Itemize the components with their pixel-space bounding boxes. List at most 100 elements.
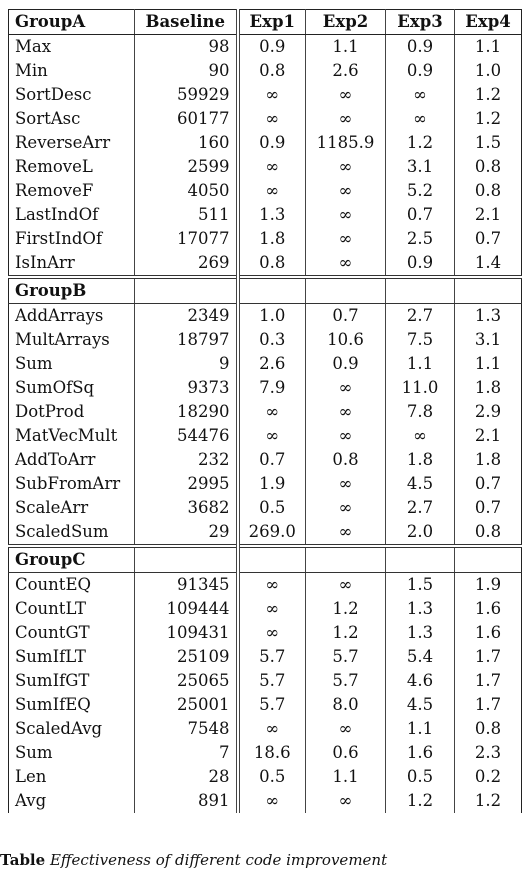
table-row: SumOfSq 9373 7.9 ∞ 11.0 1.8	[8, 376, 522, 400]
group-name: GroupB	[8, 275, 135, 304]
exp1-cell: 5.7	[237, 645, 306, 669]
exp1-cell: 1.8	[237, 227, 306, 251]
exp4-cell: 0.8	[474, 181, 502, 200]
baseline-cell: 9	[134, 352, 240, 376]
function-name-cell: AddToArr	[8, 448, 135, 472]
caption-label: Table	[0, 851, 46, 869]
exp4-cell: 0.7	[474, 229, 502, 248]
exp1-cell: 0.8	[237, 251, 306, 277]
exp4-cell: 1.7	[474, 671, 502, 690]
results-table: GroupA Baseline Exp1 Exp2 Exp3 Exp4 Max 9…	[8, 9, 522, 813]
exp4-cell: 1.9	[474, 575, 502, 594]
exp1-cell: ∞	[237, 400, 306, 424]
function-name-cell: Min	[8, 59, 135, 83]
exp2-cell: 1.2	[305, 621, 386, 645]
table-row: MultArrays 18797 0.3 10.6 7.5 3.1	[8, 328, 522, 352]
table-row: AddToArr 232 0.7 0.8 1.8 1.8	[8, 448, 522, 472]
header-group-a: GroupA	[8, 9, 135, 35]
baseline-cell: 109431	[134, 621, 240, 645]
table-row: MatVecMult 54476 ∞ ∞ ∞ 2.1	[8, 424, 522, 448]
exp1-cell: 5.7	[237, 693, 306, 717]
table-row: RemoveF 4050 ∞ ∞ 5.2 0.8	[8, 179, 522, 203]
exp4-cell: 2.1	[474, 426, 502, 445]
table-row: CountGT 109431 ∞ 1.2 1.3 1.6	[8, 621, 522, 645]
function-name-cell: FirstIndOf	[8, 227, 135, 251]
exp4-cell: 1.1	[474, 354, 502, 373]
exp3-cell: 7.5	[385, 328, 455, 352]
exp1-cell: ∞	[237, 179, 306, 203]
header-baseline: Baseline	[134, 9, 240, 35]
function-name-cell: LastIndOf	[8, 203, 135, 227]
group-header-empty-cell	[454, 275, 522, 304]
exp1-cell: ∞	[237, 107, 306, 131]
function-name-cell: MatVecMult	[8, 424, 135, 448]
function-name-cell: ScaleArr	[8, 496, 135, 520]
exp3-cell: 2.7	[385, 303, 455, 328]
group-header-empty-cell	[385, 544, 455, 573]
exp3-cell: 2.7	[385, 496, 455, 520]
exp3-cell: 2.0	[385, 520, 455, 546]
exp3-cell: 1.3	[385, 621, 455, 645]
table-row: Len 28 0.5 1.1 0.5 0.2	[8, 765, 522, 789]
baseline-cell: 7	[134, 741, 240, 765]
table-row: AddArrays 2349 1.0 0.7 2.7 1.3	[8, 303, 522, 328]
exp2-cell: ∞	[305, 400, 386, 424]
exp4-cell: 2.3	[474, 743, 502, 762]
table-row: SortAsc 60177 ∞ ∞ ∞ 1.2	[8, 107, 522, 131]
baseline-cell: 54476	[134, 424, 240, 448]
exp1-cell: 269.0	[237, 520, 306, 546]
function-name-cell: RemoveF	[8, 179, 135, 203]
exp2-cell: 10.6	[305, 328, 386, 352]
function-name-cell: Sum	[8, 741, 135, 765]
baseline-cell: 4050	[134, 179, 240, 203]
table-body: Max 98 0.9 1.1 0.9 1.1 Min 90 0.8 2.6 0.9 1.0 SortDe…	[8, 34, 522, 813]
baseline-cell: 17077	[134, 227, 240, 251]
exp1-cell: 18.6	[237, 741, 306, 765]
function-name-cell: Len	[8, 765, 135, 789]
baseline-cell: 232	[134, 448, 240, 472]
exp3-cell: 1.2	[385, 789, 455, 813]
header-exp4: Exp4	[454, 9, 522, 35]
table-row: Sum 7 18.6 0.6 1.6 2.3	[8, 741, 522, 765]
table-row: DotProd 18290 ∞ ∞ 7.8 2.9	[8, 400, 522, 424]
exp1-cell: ∞	[237, 83, 306, 107]
exp2-cell: 2.6	[305, 59, 386, 83]
exp1-cell: 0.8	[237, 59, 306, 83]
exp1-cell: 0.5	[237, 496, 306, 520]
function-name-cell: SumIfGT	[8, 669, 135, 693]
exp3-cell: 11.0	[385, 376, 455, 400]
function-name-cell: Sum	[8, 352, 135, 376]
exp4-cell: 0.8	[474, 157, 502, 176]
exp1-cell: 1.3	[237, 203, 306, 227]
exp2-cell: ∞	[305, 376, 386, 400]
exp3-cell: 1.2	[385, 131, 455, 155]
exp4-cell: 0.7	[474, 474, 502, 493]
exp4-cell: 1.8	[474, 450, 502, 469]
exp1-cell: ∞	[237, 717, 306, 741]
header-exp3: Exp3	[385, 9, 455, 35]
header-exp2: Exp2	[305, 9, 386, 35]
exp3-cell: 0.5	[385, 765, 455, 789]
exp1-cell: 1.0	[237, 303, 306, 328]
exp4-cell: 1.7	[474, 647, 502, 666]
exp2-cell: 8.0	[305, 693, 386, 717]
function-name-cell: ReverseArr	[8, 131, 135, 155]
group-header-row: GroupC	[8, 544, 522, 573]
exp2-cell: ∞	[305, 520, 386, 546]
function-name-cell: AddArrays	[8, 303, 135, 328]
table-row: CountLT 109444 ∞ 1.2 1.3 1.6	[8, 597, 522, 621]
baseline-cell: 269	[134, 251, 240, 277]
exp3-cell: 1.1	[385, 352, 455, 376]
exp2-cell: 0.9	[305, 352, 386, 376]
function-name-cell: ScaledSum	[8, 520, 135, 546]
table-row: ScaleArr 3682 0.5 ∞ 2.7 0.7	[8, 496, 522, 520]
function-name-cell: RemoveL	[8, 155, 135, 179]
baseline-cell: 109444	[134, 597, 240, 621]
exp2-cell: ∞	[305, 789, 386, 813]
exp3-cell: 5.4	[385, 645, 455, 669]
function-name-cell: SumIfEQ	[8, 693, 135, 717]
exp2-cell: 0.7	[305, 303, 386, 328]
table-row: Sum 9 2.6 0.9 1.1 1.1	[8, 352, 522, 376]
function-name-cell: CountEQ	[8, 572, 135, 597]
header-row: GroupA Baseline Exp1 Exp2 Exp3 Exp4	[8, 9, 522, 35]
